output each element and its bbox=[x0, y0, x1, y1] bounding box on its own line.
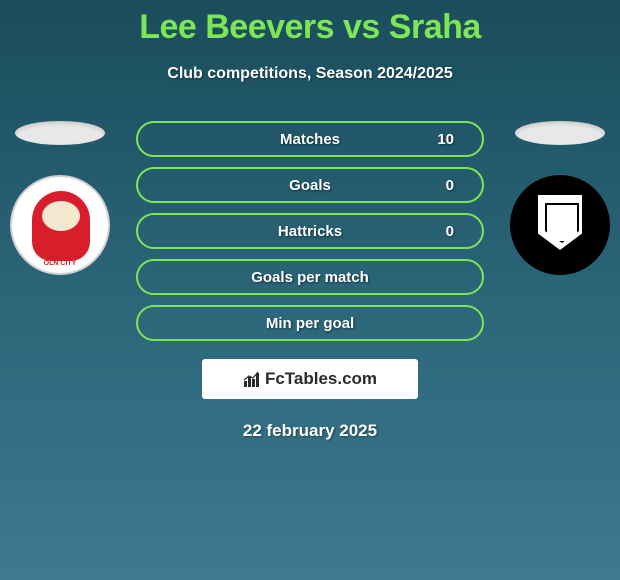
bar-chart-icon bbox=[243, 370, 261, 388]
page-title: Lee Beevers vs Sraha bbox=[0, 0, 620, 47]
stat-row-matches: Matches 10 bbox=[136, 121, 484, 157]
stat-value-right: 0 bbox=[434, 177, 454, 194]
subtitle: Club competitions, Season 2024/2025 bbox=[0, 65, 620, 83]
club-badge-left-text: OLN CITY bbox=[44, 260, 77, 267]
stat-label: Matches bbox=[280, 131, 340, 148]
player-right-ellipse bbox=[515, 121, 605, 145]
player-left-column: OLN CITY bbox=[0, 121, 120, 275]
brand-text: FcTables.com bbox=[265, 369, 377, 389]
stat-row-mpg: Min per goal bbox=[136, 305, 484, 341]
stats-list: Matches 10 Goals 0 Hattricks 0 Goals per… bbox=[136, 121, 484, 341]
player-left-ellipse bbox=[15, 121, 105, 145]
date-text: 22 february 2025 bbox=[0, 421, 620, 441]
club-badge-left: OLN CITY bbox=[10, 175, 110, 275]
stat-label: Goals per match bbox=[251, 269, 369, 286]
stat-row-hattricks: Hattricks 0 bbox=[136, 213, 484, 249]
stat-label: Min per goal bbox=[266, 315, 354, 332]
player-right-column bbox=[500, 121, 620, 275]
stat-label: Hattricks bbox=[278, 223, 342, 240]
stat-label: Goals bbox=[289, 177, 331, 194]
stat-value-right: 0 bbox=[434, 223, 454, 240]
stat-value-right: 10 bbox=[434, 131, 454, 148]
brand-box: FcTables.com bbox=[202, 359, 418, 399]
stat-row-goals: Goals 0 bbox=[136, 167, 484, 203]
content-area: OLN CITY Matches 10 Goals 0 Hattricks 0 … bbox=[0, 121, 620, 441]
club-badge-right bbox=[510, 175, 610, 275]
stat-row-gpm: Goals per match bbox=[136, 259, 484, 295]
